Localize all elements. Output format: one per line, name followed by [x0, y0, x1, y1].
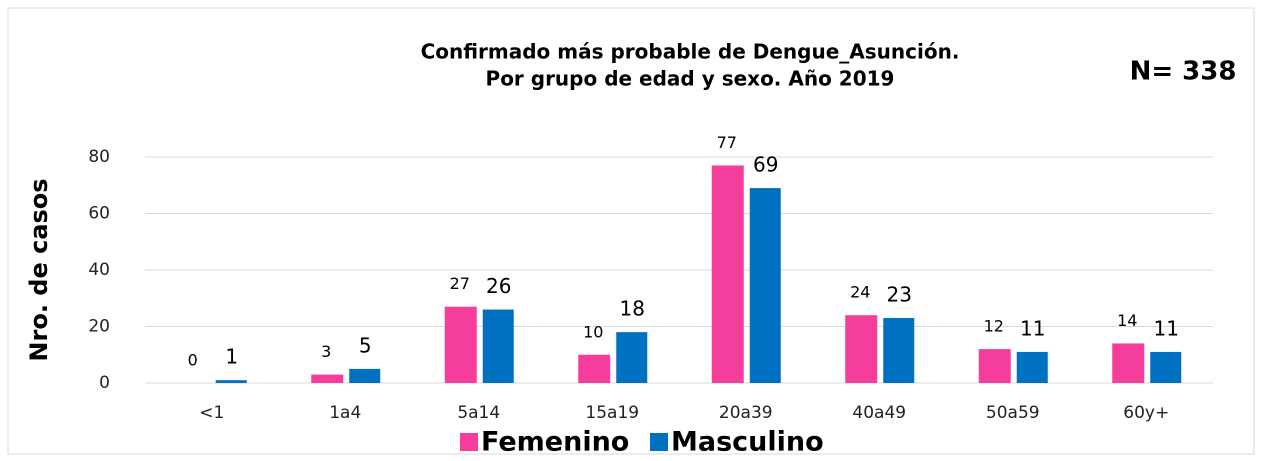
bar: [616, 332, 648, 383]
y-tick-label: 0: [99, 373, 110, 393]
bar: [978, 349, 1011, 383]
bar: [215, 380, 247, 383]
legend-swatch: [650, 433, 668, 451]
bar: [845, 315, 878, 383]
legend-label: Femenino: [481, 427, 629, 458]
data-label: 1: [225, 345, 238, 369]
x-tick-label: 1a4: [329, 403, 361, 423]
data-label: 3: [321, 342, 331, 361]
data-label: 11: [1020, 316, 1045, 340]
bar: [311, 374, 344, 383]
y-tick-label: 60: [88, 204, 110, 224]
data-label: 77: [717, 133, 737, 152]
data-label: 5: [359, 333, 372, 357]
bar: [482, 309, 514, 383]
x-tick-label: 20a39: [719, 403, 773, 423]
annotation: N= 338: [1130, 57, 1237, 87]
bar: [349, 368, 381, 383]
y-tick-label: 40: [88, 260, 110, 280]
chart-subtitle: Por grupo de edad y sexo. Año 2019: [486, 67, 895, 91]
y-tick-label: 20: [88, 317, 110, 337]
bar: [749, 188, 781, 383]
data-label: 26: [486, 274, 511, 298]
x-tick-label: 50a59: [986, 403, 1040, 423]
data-label: 11: [1154, 316, 1179, 340]
bar: [883, 318, 915, 383]
data-label: 14: [1117, 311, 1137, 330]
bar: [711, 165, 744, 383]
bar: [578, 354, 611, 383]
data-label: 24: [850, 283, 870, 302]
bar: [1112, 343, 1145, 383]
legend-swatch: [460, 433, 478, 451]
chart-title: Confirmado más probable de Dengue_Asunci…: [421, 40, 960, 64]
data-label: 18: [620, 297, 645, 321]
data-label: 27: [450, 274, 470, 293]
x-tick-label: 5a14: [457, 403, 500, 423]
bar: [1150, 351, 1182, 383]
x-tick-label: 15a19: [585, 403, 639, 423]
x-tick-label: 60y+: [1123, 403, 1169, 423]
x-tick-label: <1: [199, 403, 224, 423]
data-label: 23: [887, 283, 912, 307]
y-tick-label: 80: [88, 147, 110, 167]
y-axis-label: Nro. de casos: [25, 178, 53, 361]
legend-label: Masculino: [671, 427, 824, 458]
data-label: 0: [188, 351, 198, 370]
bar: [444, 306, 477, 383]
data-label: 10: [583, 322, 603, 341]
x-tick-label: 40a49: [852, 403, 906, 423]
bar: [1016, 351, 1048, 383]
data-label: 69: [753, 153, 778, 177]
data-label: 12: [984, 317, 1004, 336]
